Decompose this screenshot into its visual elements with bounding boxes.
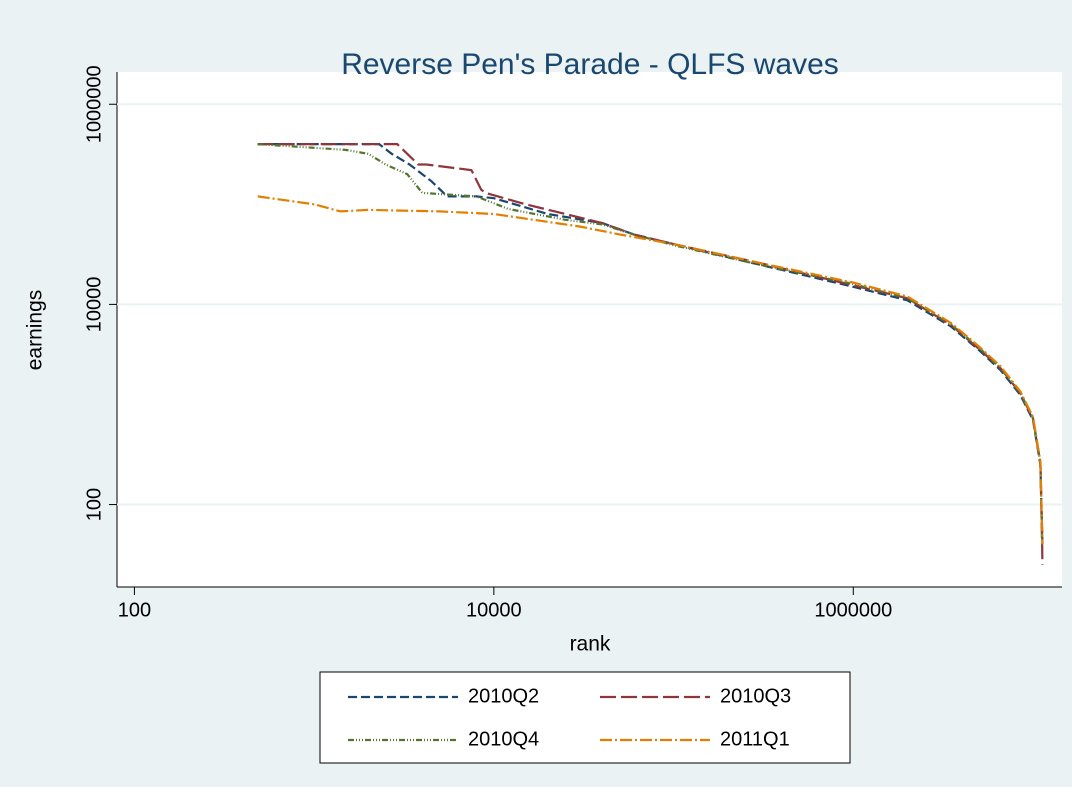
line-series bbox=[257, 143, 1044, 551]
line-series bbox=[257, 195, 1044, 545]
x-tick-label: 100 bbox=[118, 599, 151, 621]
legend bbox=[319, 671, 851, 764]
legend-label: 2010Q3 bbox=[720, 685, 791, 707]
x-tick-label: 1000000 bbox=[814, 599, 892, 621]
chart-title: Reverse Pen's Parade - QLFS waves bbox=[341, 48, 839, 81]
line-series bbox=[257, 143, 1044, 545]
y-axis-label: earnings bbox=[24, 290, 47, 371]
legend-label: 2011Q1 bbox=[720, 728, 790, 750]
legend-label: 2010Q2 bbox=[468, 685, 539, 707]
x-tick-label: 10000 bbox=[466, 599, 522, 621]
y-tick-label: 10000 bbox=[83, 277, 105, 333]
legend-label: 2010Q4 bbox=[468, 728, 539, 750]
plot-area bbox=[117, 72, 1062, 587]
x-axis-label: rank bbox=[570, 633, 611, 656]
y-tick-label: 1000000 bbox=[83, 65, 105, 143]
y-tick-label: 100 bbox=[83, 488, 105, 521]
